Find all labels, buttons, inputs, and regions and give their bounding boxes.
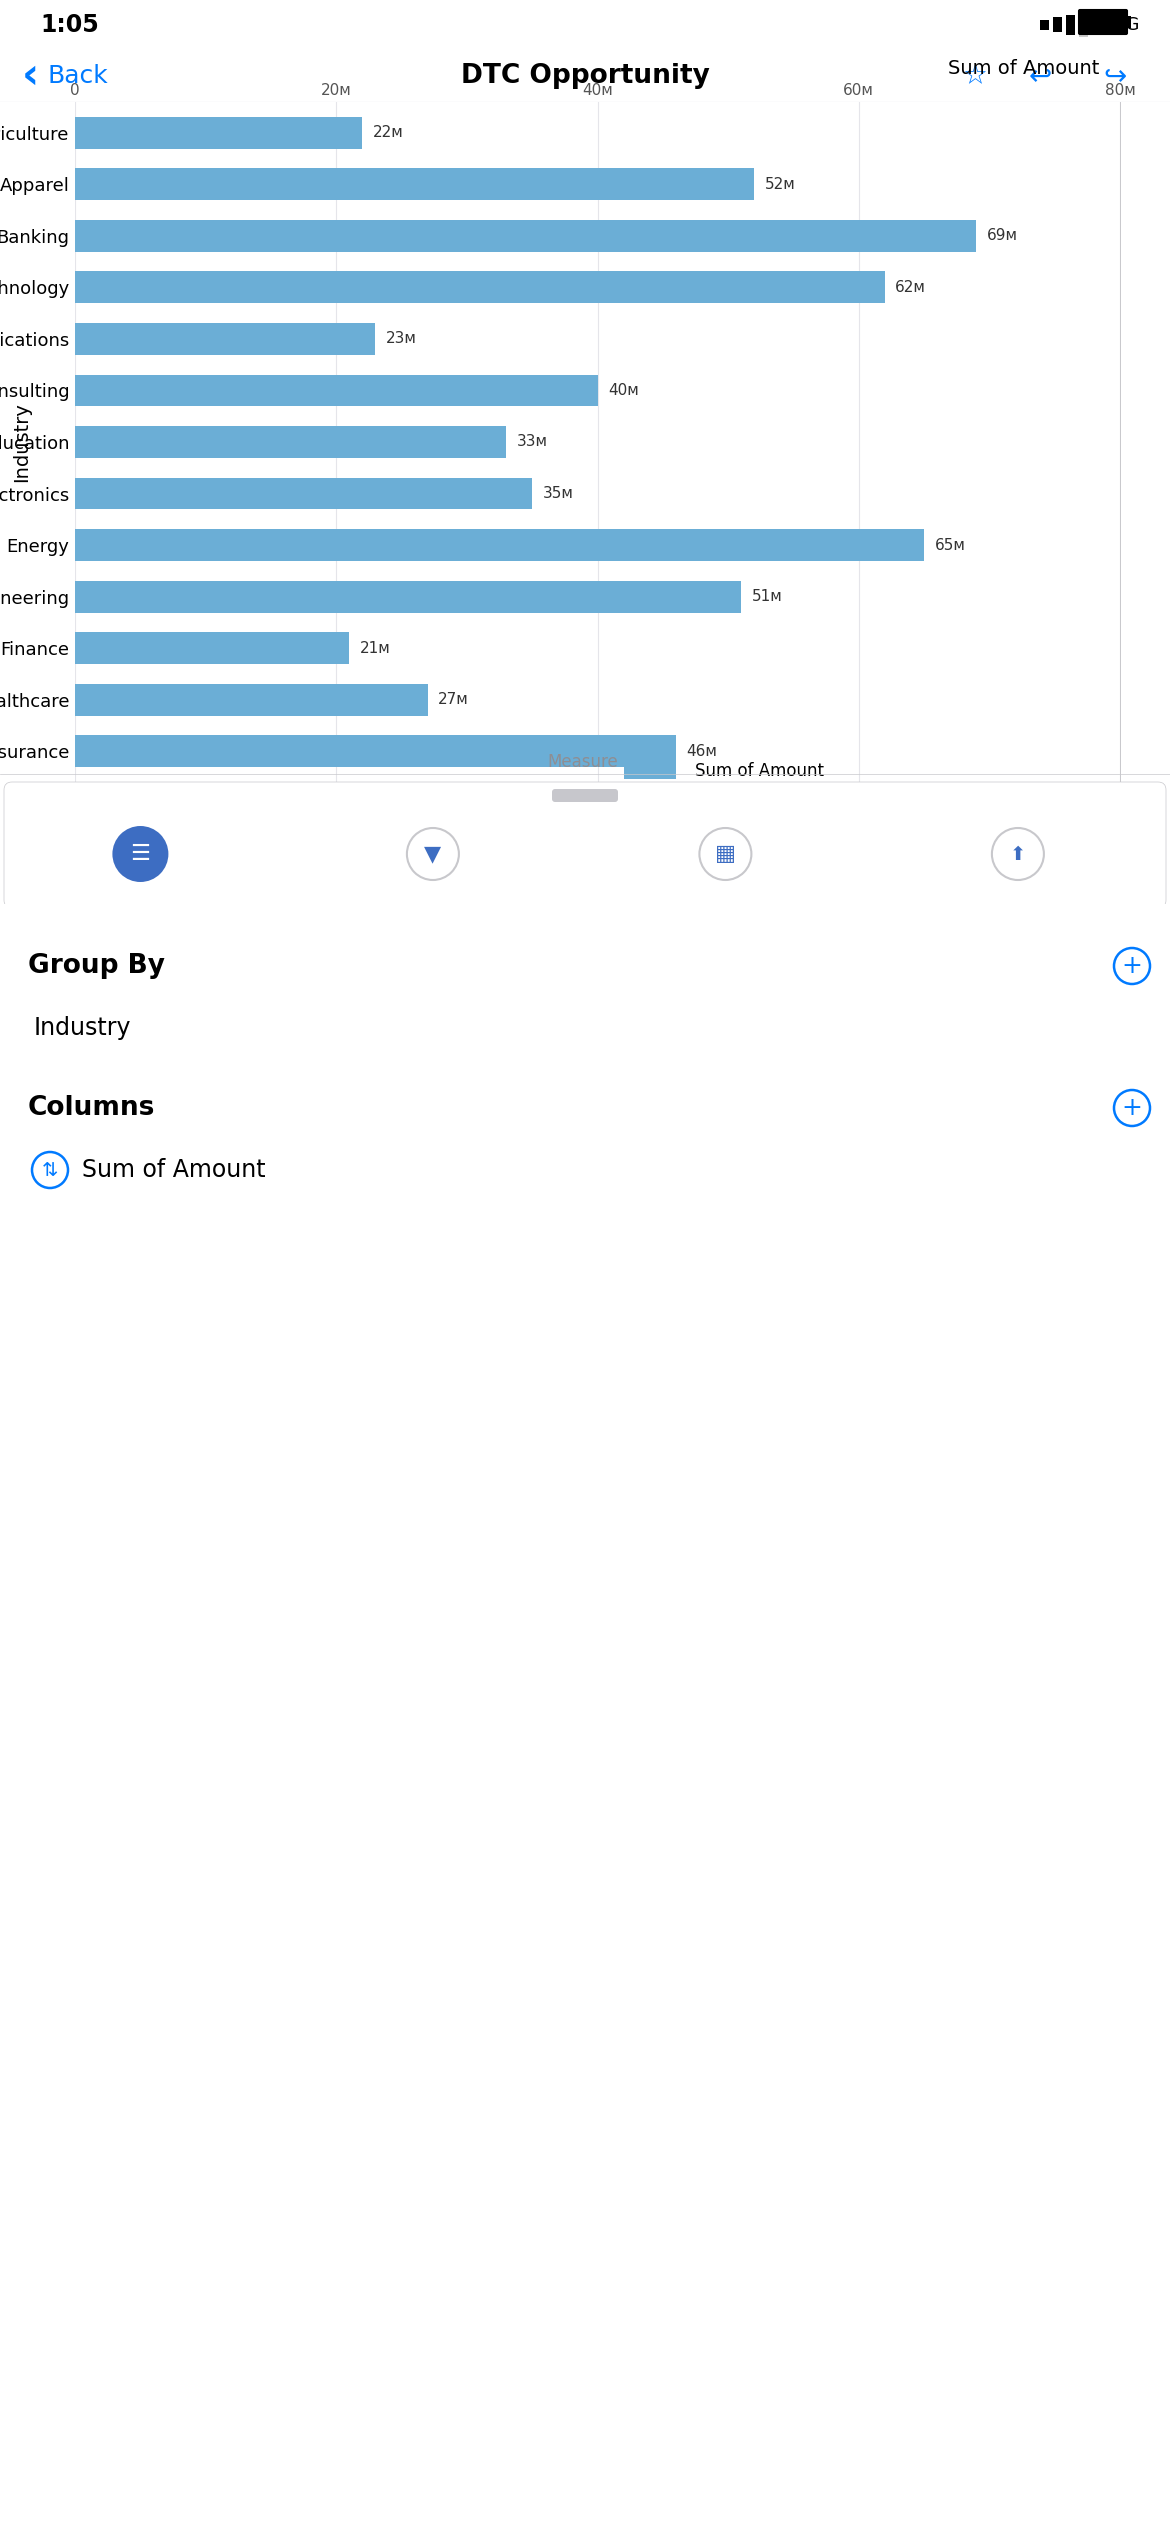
Text: 21м: 21м — [359, 641, 391, 656]
Bar — [1053, 18, 1062, 33]
FancyBboxPatch shape — [4, 782, 1166, 909]
Text: ‹: ‹ — [22, 56, 39, 96]
Text: 46м: 46м — [687, 744, 717, 760]
Text: Back: Back — [48, 63, 109, 89]
Text: 22м: 22м — [373, 127, 404, 139]
Text: 1:05: 1:05 — [40, 13, 98, 38]
Bar — [75, 479, 532, 509]
Text: +: + — [1122, 955, 1142, 977]
Text: ⬆: ⬆ — [1010, 846, 1026, 863]
Bar — [75, 271, 885, 304]
Bar — [75, 116, 363, 149]
Bar — [75, 324, 376, 354]
Text: Sum of Amount: Sum of Amount — [82, 1157, 266, 1182]
Bar — [75, 529, 924, 562]
FancyBboxPatch shape — [552, 790, 618, 803]
Text: 35м: 35м — [543, 486, 573, 501]
Text: ▼: ▼ — [425, 843, 441, 863]
Text: ↪: ↪ — [1103, 61, 1127, 91]
Text: Group By: Group By — [28, 952, 165, 980]
Text: ⇅: ⇅ — [42, 1160, 58, 1180]
FancyBboxPatch shape — [1079, 10, 1127, 33]
Text: 5G: 5G — [1115, 15, 1140, 33]
Text: Industry: Industry — [34, 1015, 131, 1041]
Text: DTC Opportunity: DTC Opportunity — [461, 63, 709, 89]
Text: ☆: ☆ — [963, 61, 987, 91]
Bar — [75, 375, 598, 408]
Text: ↩: ↩ — [1028, 61, 1052, 91]
Text: ☰: ☰ — [130, 843, 151, 863]
Text: 33м: 33м — [516, 436, 548, 451]
Bar — [1040, 20, 1049, 30]
Bar — [75, 425, 507, 458]
Text: ▦: ▦ — [715, 843, 736, 863]
Text: Industry: Industry — [13, 403, 32, 481]
Bar — [624, 762, 676, 780]
Bar — [1079, 13, 1088, 38]
Bar — [75, 580, 741, 613]
Text: 65м: 65м — [935, 537, 965, 552]
Bar — [75, 684, 428, 717]
Bar — [75, 633, 350, 663]
Bar — [1126, 15, 1131, 28]
Text: Columns: Columns — [28, 1094, 156, 1122]
Text: +: + — [1122, 1096, 1142, 1119]
Text: 52м: 52м — [765, 177, 796, 192]
Bar — [75, 734, 676, 767]
Text: 23м: 23м — [386, 332, 417, 347]
Bar — [75, 170, 755, 200]
Text: Sum of Amount: Sum of Amount — [695, 762, 825, 780]
Circle shape — [112, 825, 168, 881]
Bar — [75, 220, 976, 251]
Text: 51м: 51м — [751, 590, 783, 605]
Text: 40м: 40м — [608, 382, 639, 398]
Text: 27м: 27м — [438, 691, 469, 706]
Bar — [1066, 15, 1075, 35]
Text: Sum of Amount: Sum of Amount — [948, 58, 1099, 78]
Text: 62м: 62м — [895, 281, 927, 294]
Bar — [1080, 10, 1119, 33]
Text: Measure: Measure — [548, 755, 619, 772]
Text: 69м: 69м — [986, 228, 1018, 243]
